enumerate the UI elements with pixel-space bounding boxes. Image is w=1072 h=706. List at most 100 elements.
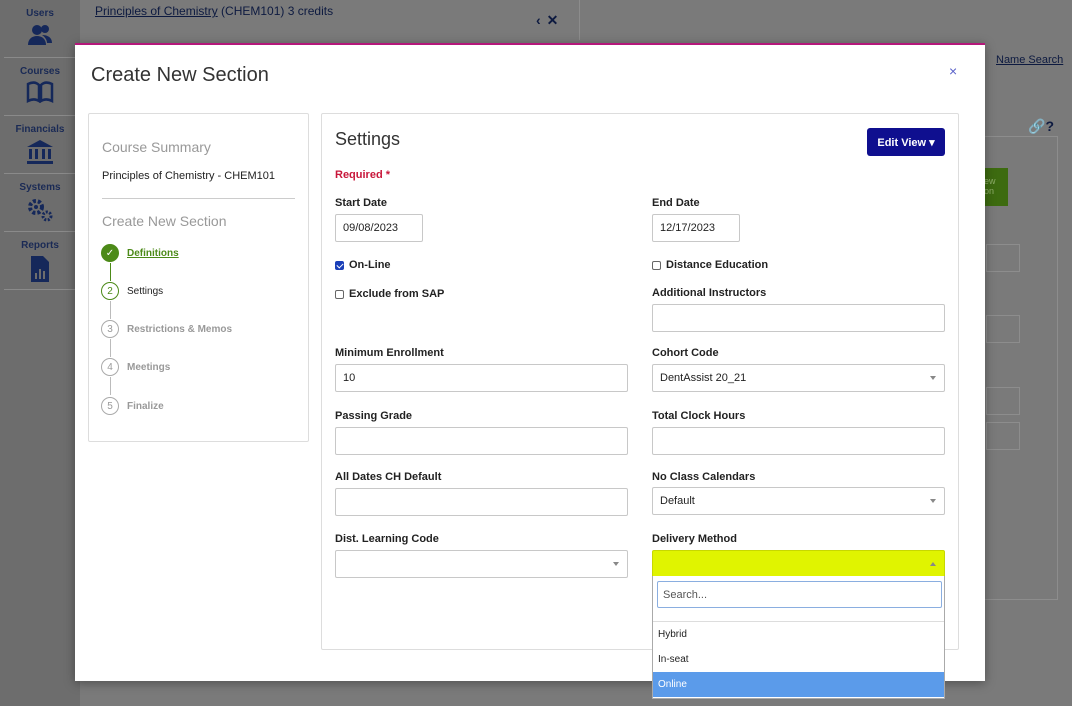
summary-divider [102, 198, 295, 199]
start-date-input[interactable] [335, 214, 423, 242]
dropdown-option-hybrid[interactable]: Hybrid [658, 629, 687, 640]
nav-systems[interactable]: Systems [4, 174, 76, 232]
step-label: Finalize [127, 400, 164, 412]
help-icon[interactable]: ? [1045, 118, 1054, 134]
background-select [986, 422, 1020, 450]
dropdown-option-online[interactable]: Online [653, 672, 944, 697]
steps-heading: Create New Section [102, 213, 227, 229]
nav-users[interactable]: Users [4, 0, 76, 58]
bank-icon [27, 140, 53, 164]
all-dates-ch-default-input[interactable] [335, 488, 628, 516]
background-select [986, 387, 1020, 415]
distance-education-label: Distance Education [666, 259, 769, 271]
link-icon[interactable]: 🔗 [1028, 118, 1046, 134]
caret-up-icon [930, 562, 936, 566]
dropdown-option-in-seat[interactable]: In-seat [658, 654, 689, 665]
distance-education-checkbox[interactable]: Distance Education [652, 259, 768, 271]
course-credits: (CHEM101) 3 credits [217, 4, 334, 18]
modal-title: Create New Section [91, 64, 269, 86]
edit-view-button[interactable]: Edit View ▾ [867, 128, 945, 156]
cohort-code-value: DentAssist 20_21 [660, 372, 747, 384]
step-label: Definitions [127, 247, 179, 259]
check-icon: ✓ [101, 244, 119, 262]
end-date-input[interactable] [652, 214, 740, 242]
users-icon [28, 25, 52, 45]
step-connector [110, 263, 111, 281]
total-clock-hours-label: Total Clock Hours [652, 410, 746, 422]
passing-grade-input[interactable] [335, 427, 628, 455]
required-note: Required * [335, 169, 391, 181]
course-title: Principles of Chemistry (CHEM101) 3 cred… [95, 4, 333, 18]
step-settings[interactable]: 2 Settings [101, 282, 163, 300]
step-finalize[interactable]: 5 Finalize [101, 397, 164, 415]
step-number: 3 [101, 320, 119, 338]
delivery-method-label: Delivery Method [652, 533, 737, 545]
background-input [986, 315, 1020, 343]
nav-financials[interactable]: Financials [4, 116, 76, 174]
report-icon [31, 256, 49, 282]
step-restrictions-memos[interactable]: 3 Restrictions & Memos [101, 320, 232, 338]
no-class-calendars-value: Default [660, 495, 695, 507]
nav-reports-label: Reports [21, 240, 59, 251]
nav-users-label: Users [26, 8, 54, 19]
course-link[interactable]: Principles of Chemistry [95, 4, 218, 18]
left-nav: Users Courses Financials Systems Reports [0, 0, 80, 706]
course-summary-panel: Course Summary Principles of Chemistry -… [88, 113, 309, 442]
settings-panel: Settings Edit View ▾ Required * Start Da… [321, 113, 959, 650]
book-icon [26, 81, 54, 103]
name-search-link[interactable]: Name Search [996, 54, 1064, 66]
step-label: Settings [127, 285, 164, 297]
all-dates-ch-default-label: All Dates CH Default [335, 471, 442, 483]
passing-grade-label: Passing Grade [335, 410, 413, 422]
total-clock-hours-input[interactable] [652, 427, 945, 455]
gears-icon [28, 199, 53, 222]
settings-title: Settings [335, 129, 401, 149]
course-header: Principles of Chemistry (CHEM101) 3 cred… [80, 0, 580, 40]
nav-reports[interactable]: Reports [4, 232, 76, 290]
checkbox-unchecked[interactable] [335, 289, 344, 299]
nav-courses[interactable]: Courses [4, 58, 76, 116]
dropdown-separator [653, 621, 944, 622]
no-class-calendars-select[interactable]: Default [652, 487, 945, 515]
step-definitions[interactable]: ✓ Definitions [101, 244, 179, 262]
step-label: Restrictions & Memos [127, 323, 233, 335]
no-class-calendars-label: No Class Calendars [652, 471, 756, 483]
step-connector [110, 301, 111, 319]
dist-learning-code-label: Dist. Learning Code [335, 533, 439, 545]
caret-down-icon [613, 562, 619, 566]
minimum-enrollment-label: Minimum Enrollment [335, 347, 444, 359]
caret-down-icon [930, 376, 936, 380]
exclude-sap-label: Exclude from SAP [349, 288, 445, 300]
create-section-modal: Create New Section × Course Summary Prin… [75, 43, 985, 681]
link-help-icons: 🔗? [1028, 118, 1054, 135]
step-meetings[interactable]: 4 Meetings [101, 358, 170, 376]
cohort-code-label: Cohort Code [652, 347, 719, 359]
online-checkbox[interactable]: On-Line [335, 259, 391, 271]
additional-instructors-input[interactable] [652, 304, 945, 332]
step-number: 4 [101, 358, 119, 376]
delivery-method-dropdown: Hybrid In-seat Online [652, 576, 945, 699]
step-label: Meetings [127, 361, 171, 373]
step-connector [110, 339, 111, 357]
nav-systems-label: Systems [19, 182, 61, 193]
exclude-sap-checkbox[interactable]: Exclude from SAP [335, 288, 444, 300]
minimum-enrollment-input[interactable] [335, 364, 628, 392]
step-number: 5 [101, 397, 119, 415]
modal-close-icon[interactable]: × [949, 63, 958, 79]
delivery-method-select[interactable] [652, 550, 945, 578]
start-date-label: Start Date [335, 197, 387, 209]
close-icon[interactable]: ✕ [546, 12, 565, 28]
cohort-code-select[interactable]: DentAssist 20_21 [652, 364, 945, 392]
checkbox-checked[interactable] [335, 260, 344, 270]
nav-courses-label: Courses [19, 66, 60, 77]
checkbox-unchecked[interactable] [652, 260, 661, 270]
dist-learning-code-select[interactable] [335, 550, 628, 578]
dropdown-search-input[interactable] [657, 581, 942, 608]
additional-instructors-label: Additional Instructors [652, 287, 767, 299]
course-summary-heading: Course Summary [102, 139, 211, 155]
chevron-left-icon[interactable]: ‹ [536, 12, 547, 28]
course-summary-name: Principles of Chemistry - CHEM101 [102, 170, 275, 182]
background-select [986, 244, 1020, 272]
end-date-label: End Date [652, 197, 700, 209]
step-connector [110, 377, 111, 395]
